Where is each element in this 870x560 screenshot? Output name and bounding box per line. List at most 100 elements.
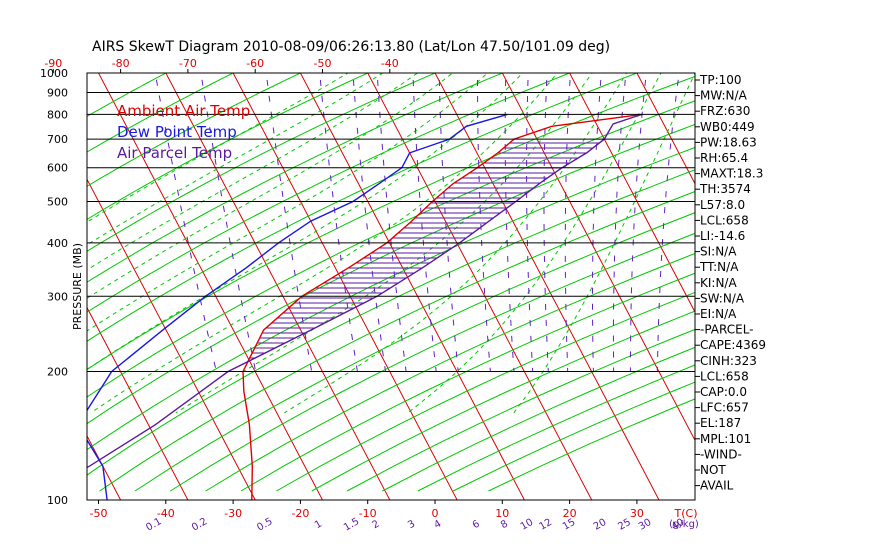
stat-item: CINH:323	[700, 354, 757, 368]
mixing-ratio-line	[265, 73, 313, 372]
plot-area	[0, 64, 695, 510]
temp-tick-label: -50	[90, 507, 108, 520]
mixing-ratio-line	[319, 73, 358, 372]
stat-item: L57:8.0	[700, 198, 745, 212]
moist-adiabat	[407, 73, 662, 414]
isotherm-line	[87, 178, 256, 500]
isotherm-grid	[0, 64, 695, 510]
mixing-ratio-line	[656, 73, 680, 372]
moist-adiabat-grid	[87, 73, 695, 414]
temp-tick-label: -20	[291, 507, 309, 520]
mixing-ratio-line	[200, 73, 257, 372]
isotherm-line	[636, 73, 695, 185]
top-temp-tick-label: -50	[314, 57, 332, 70]
plot-frame	[86, 72, 696, 501]
temp-tick-label: 30	[630, 507, 644, 520]
dewpoint-temp-line	[87, 113, 508, 500]
dry-adiabat	[87, 73, 639, 342]
isotherm-line	[165, 73, 391, 500]
dry-adiabat	[170, 232, 695, 492]
dry-adiabat	[452, 381, 695, 492]
isotherm-line	[97, 73, 324, 500]
mixing-ratio-line	[629, 73, 647, 372]
stat-item: -WIND-	[700, 447, 742, 461]
dry-adiabat	[240, 272, 695, 492]
mixing-ratio-label: 20	[592, 517, 609, 533]
moist-adiabat	[87, 73, 384, 246]
legend: Ambient Air Temp Dew Point Temp Air Parcel…	[117, 102, 250, 162]
mixing-ratio-line	[526, 73, 534, 372]
stat-item: EL:187	[700, 416, 741, 430]
temp-tick-label: 10	[495, 507, 509, 520]
pressure-tick-label: 700	[47, 133, 68, 146]
isotherm-line	[87, 434, 122, 500]
stat-item: LI:-14.6	[700, 229, 745, 243]
moist-adiabat	[90, 73, 559, 414]
isotherm-line	[0, 64, 58, 510]
axes: 1002003004005006007008009001000PRESSURE …	[40, 57, 699, 534]
mixing-ratio-label: 2	[370, 518, 381, 531]
dry-adiabat	[99, 190, 695, 492]
isotherm-line	[367, 73, 593, 500]
top-temp-tick-label: -60	[246, 57, 264, 70]
mixing-ratio-line	[412, 73, 437, 372]
temp-tick-label: 20	[563, 507, 577, 520]
mixing-ratio-label: 6	[471, 518, 482, 531]
temp-tick-label: -10	[359, 507, 377, 520]
moist-adiabat	[87, 73, 489, 332]
dry-adiabat	[87, 73, 504, 283]
pressure-tick-label: 600	[47, 162, 68, 175]
stat-item: LFC:657	[700, 401, 749, 415]
isobar-lines	[87, 92, 695, 372]
stat-item: LCL:658	[700, 213, 749, 227]
mixing-ratio-line	[543, 73, 549, 372]
stat-item: -PARCEL-	[700, 323, 754, 337]
temp-tick-label: 0	[432, 507, 439, 520]
dry-adiabat	[87, 73, 571, 313]
temp-tick-label: -40	[157, 507, 175, 520]
dry-adiabat	[87, 75, 695, 371]
pressure-tick-label: 1000	[40, 67, 68, 80]
isotherm-line	[299, 73, 525, 500]
y-axis-label: PRESSURE (MB)	[71, 243, 84, 330]
mixing-ratio-line	[376, 73, 407, 372]
chart-title: AIRS SkewT Diagram 2010-08-09/06:26:13.8…	[92, 39, 610, 55]
stat-item: TH:3574	[699, 182, 751, 196]
sounding-series	[87, 113, 643, 500]
mixing-ratio-line	[352, 73, 386, 372]
moist-adiabat	[513, 73, 695, 414]
pressure-tick-label: 800	[47, 108, 68, 121]
parcel-temp-line	[87, 113, 643, 469]
dry-adiabat	[134, 212, 695, 492]
stat-item: SI:N/A	[700, 245, 737, 259]
dry-adiabat	[87, 73, 302, 187]
dry-adiabat	[311, 310, 695, 492]
dry-adiabat	[87, 73, 369, 220]
legend-entry: Dew Point Temp	[117, 123, 237, 141]
legend-entry: Ambient Air Temp	[117, 102, 250, 120]
mixing-ratio-line	[612, 73, 627, 372]
pressure-tick-label: 100	[47, 494, 68, 507]
pressure-tick-label: 900	[47, 87, 68, 100]
stat-item: RH:65.4	[700, 151, 748, 165]
stat-item: PW:18.63	[700, 135, 757, 149]
isotherm-line	[434, 73, 660, 500]
top-temp-tick-label: -40	[381, 57, 399, 70]
stat-item: FRZ:630	[700, 104, 750, 118]
mixing-ratio-label: 0.5	[255, 516, 274, 533]
dry-adiabat	[205, 252, 695, 492]
stat-item: MPL:101	[700, 432, 751, 446]
stat-item: KI:N/A	[700, 276, 737, 290]
pressure-tick-label: 200	[47, 365, 68, 378]
mixing-ratio-line	[564, 73, 571, 372]
mixing-ratio-label: 3	[406, 518, 417, 531]
top-temp-tick-label: -90	[44, 57, 62, 70]
stat-item: MAXT:18.3	[700, 167, 763, 181]
stat-item: NOT	[700, 463, 726, 477]
mixing-ratio-line	[438, 73, 459, 372]
dry-adiabat	[87, 100, 695, 398]
mixing-ratio-line	[592, 73, 602, 372]
dry-adiabat	[87, 73, 437, 252]
